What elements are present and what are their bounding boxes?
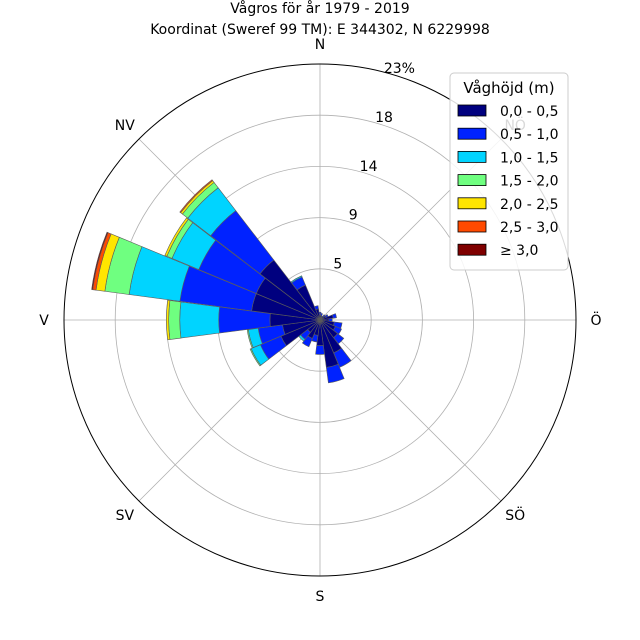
grid-spoke-3 xyxy=(319,319,502,502)
legend-label-6: ≥ 3,0 xyxy=(500,243,538,259)
chart-subtitle: Koordinat (Sweref 99 TM): E 344302, N 62… xyxy=(150,22,490,38)
direction-label-V: V xyxy=(39,313,49,329)
radial-tick-0: 5 xyxy=(333,257,342,273)
radial-tick-3: 18 xyxy=(375,110,393,126)
legend-swatch-2 xyxy=(457,150,487,163)
radial-tick-2: 14 xyxy=(360,159,378,175)
legend-box xyxy=(449,72,569,271)
sector-240-bin-3 xyxy=(249,348,262,367)
legend-title: Våghöjd (m) xyxy=(463,79,554,97)
legend-label-0: 0,0 - 0,5 xyxy=(500,104,558,120)
grid-spoke-5 xyxy=(138,319,321,502)
polar-frame xyxy=(63,63,577,577)
direction-label-SV: SV xyxy=(116,508,135,524)
legend: Våghöjd (m) 0,0 - 0,5 0,5 - 1,0 1,0 - 1,5 1… xyxy=(449,72,569,271)
legend-label-1: 0,5 - 1,0 xyxy=(500,127,558,143)
radial-tick-4: 23% xyxy=(384,61,415,77)
sector-345-bin-1 xyxy=(314,305,319,311)
legend-swatch-5 xyxy=(457,220,487,233)
legend-swatch-0 xyxy=(457,104,487,117)
direction-label-S: S xyxy=(316,589,325,605)
chart-title: Vågros för år 1979 - 2019 xyxy=(230,0,409,17)
sector-300-bin-4 xyxy=(164,217,189,257)
sector-285-bin-6 xyxy=(91,231,109,291)
sector-165-bin-1 xyxy=(325,363,345,384)
sector-270-bin-2 xyxy=(179,301,220,339)
legend-swatch-6 xyxy=(457,243,487,256)
legend-items: 0,0 - 0,5 0,5 - 1,0 1,0 - 1,5 1,5 - 2,0 2,0 … xyxy=(457,104,558,259)
sector-180-bin-1 xyxy=(315,345,325,355)
legend-swatch-3 xyxy=(457,174,487,187)
legend-swatch-4 xyxy=(457,197,487,210)
legend-label-3: 1,5 - 2,0 xyxy=(500,174,558,190)
direction-label-Ö: Ö xyxy=(590,311,601,329)
legend-label-2: 1,0 - 1,5 xyxy=(500,150,558,166)
direction-label-NV: NV xyxy=(115,118,135,134)
direction-label-SÖ: SÖ xyxy=(505,506,525,524)
sector-330-bin-2 xyxy=(290,275,303,284)
outer-circle xyxy=(63,63,577,577)
sector-75-bin-1 xyxy=(331,313,337,319)
sector-315-bin-5 xyxy=(179,179,214,214)
legend-label-4: 2,0 - 2,5 xyxy=(500,197,558,213)
radial-tick-labels: 5 9 14 18 23% xyxy=(333,61,415,272)
rose-sectors xyxy=(91,179,352,384)
direction-label-N: N xyxy=(315,37,325,53)
sector-270-bin-3 xyxy=(168,300,182,340)
radial-tick-1: 9 xyxy=(349,208,358,224)
legend-swatch-1 xyxy=(457,127,487,140)
legend-label-5: 2,5 - 3,0 xyxy=(500,220,558,236)
sector-270-bin-4 xyxy=(166,299,171,341)
